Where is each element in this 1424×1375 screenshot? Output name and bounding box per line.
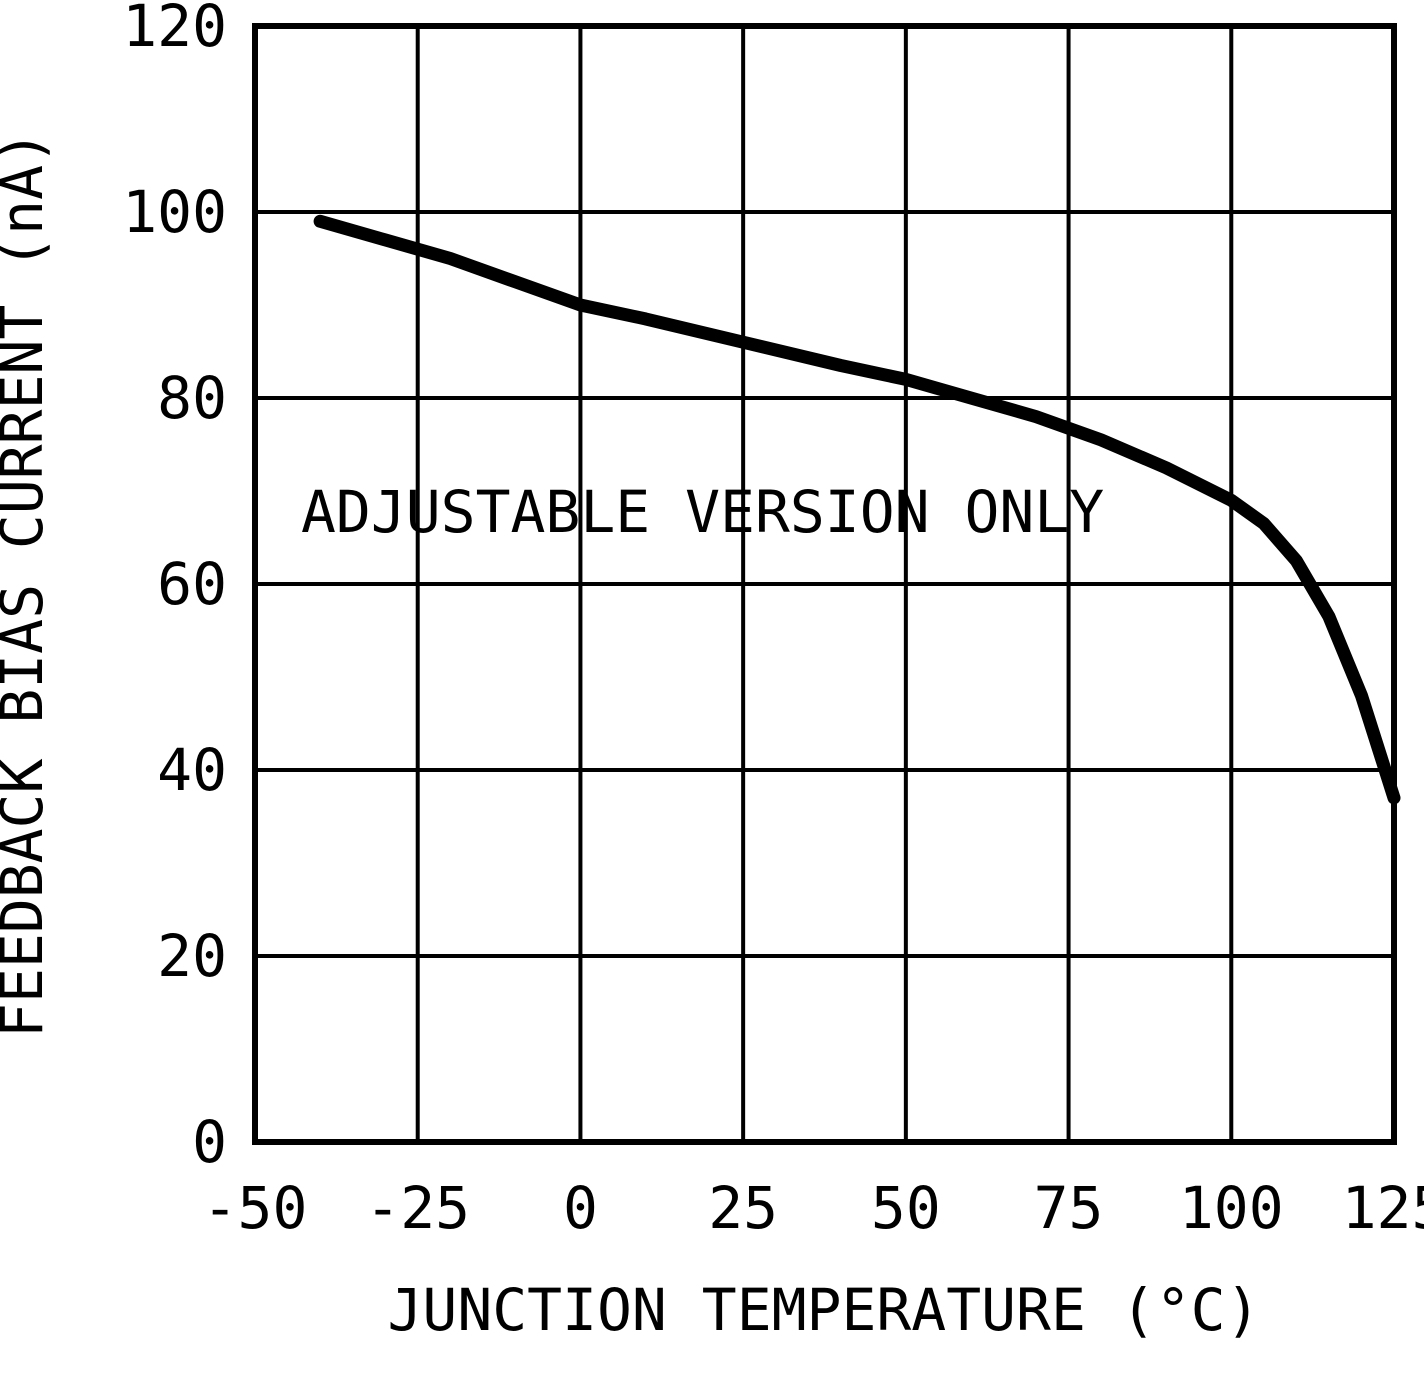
y-tick-label: 0 [192,1108,227,1176]
y-tick-label: 20 [157,922,227,990]
x-axis-label: JUNCTION TEMPERATURE (°C) [388,1276,1261,1344]
x-tick-label: 50 [871,1174,941,1242]
annotation: ADJUSTABLE VERSION ONLY [301,478,1104,546]
y-tick-label: 40 [157,736,227,804]
x-tick-label: 25 [708,1174,778,1242]
y-tick-label: 120 [122,0,227,60]
plot-border [252,23,1397,1145]
x-tick-labels: -50 -25 0 25 50 75 100 125 [203,1174,1424,1242]
x-tick-label: 75 [1034,1174,1104,1242]
y-axis-label: FEEDBACK BIAS CURRENT (nA) [0,130,56,1038]
gridlines [253,24,1396,1144]
y-tick-label: 80 [157,364,227,432]
series-line [313,214,1401,805]
x-tick-label: 125 [1342,1174,1424,1242]
x-tick-label: -50 [203,1174,308,1242]
y-tick-label: 60 [157,550,227,618]
x-tick-label: 0 [563,1174,598,1242]
y-tick-label: 100 [122,178,227,246]
y-tick-labels: 0 20 40 60 80 100 120 [122,0,227,1176]
x-tick-label: 100 [1179,1174,1284,1242]
x-tick-label: -25 [365,1174,470,1242]
